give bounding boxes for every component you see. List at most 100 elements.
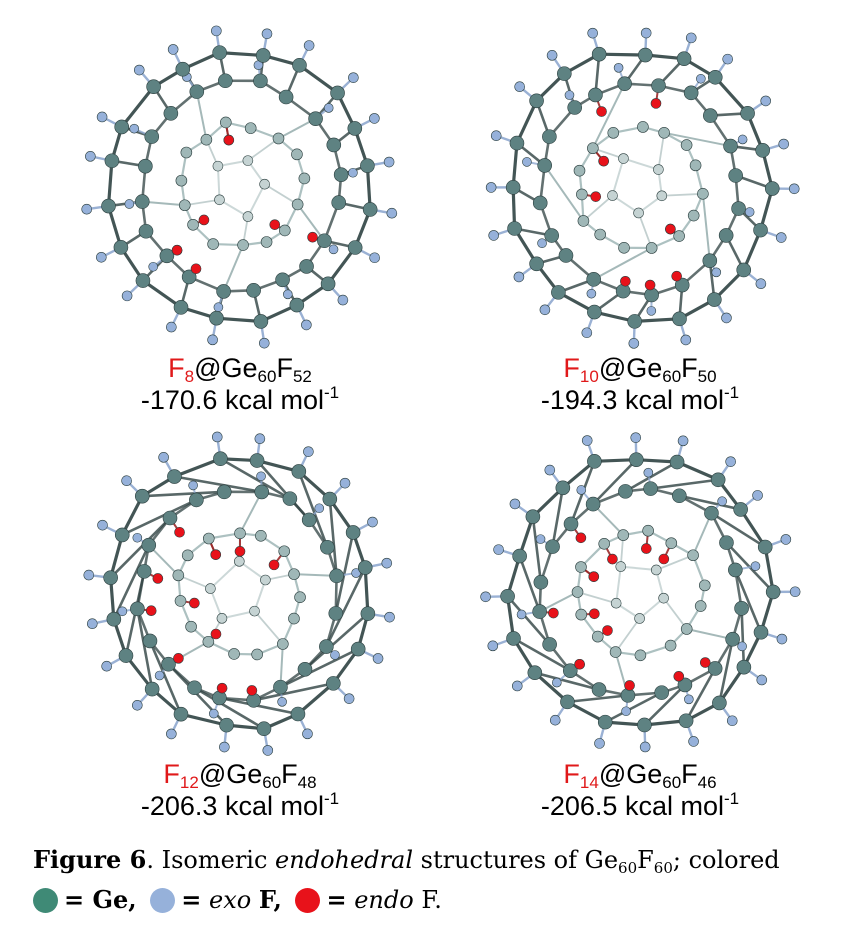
ge-atom-inner bbox=[216, 613, 228, 624]
ge-atom-inner bbox=[673, 230, 685, 242]
bond bbox=[219, 457, 292, 500]
bond bbox=[531, 515, 543, 584]
bond bbox=[591, 82, 626, 150]
bond bbox=[279, 647, 360, 689]
ge-atom bbox=[512, 548, 527, 564]
exo-f-atom bbox=[167, 44, 179, 55]
bond bbox=[326, 245, 357, 286]
endo-f-atom bbox=[624, 680, 635, 691]
exo-f-atom bbox=[621, 706, 631, 717]
bond bbox=[140, 490, 226, 498]
ge-atom bbox=[733, 502, 748, 517]
ge-atom-inner bbox=[251, 648, 263, 661]
bond bbox=[297, 470, 329, 549]
ge-atom bbox=[114, 119, 130, 135]
ge-atom bbox=[587, 454, 602, 469]
exo-f-atom bbox=[330, 650, 340, 660]
bond bbox=[136, 607, 154, 691]
ge-atom-inner bbox=[575, 608, 588, 621]
endo-f-atom bbox=[588, 571, 600, 582]
ge-atom-inner bbox=[689, 159, 702, 172]
ge-atom bbox=[677, 677, 693, 693]
ge-atom bbox=[509, 135, 525, 151]
ge-atom bbox=[360, 158, 375, 173]
bond bbox=[214, 316, 263, 324]
bond bbox=[675, 460, 720, 482]
ge-atom bbox=[297, 662, 313, 677]
ge-atom-inner bbox=[698, 579, 711, 592]
ge-atom bbox=[118, 648, 134, 663]
ge-atom bbox=[320, 539, 335, 555]
exo-f-atom bbox=[301, 319, 312, 331]
ge-atom bbox=[734, 601, 749, 616]
exo-f-atom bbox=[775, 232, 787, 243]
exo-f-atom bbox=[750, 561, 761, 571]
exo-f-atom bbox=[587, 27, 598, 39]
ge-atom bbox=[333, 167, 349, 182]
ge-atom-inner bbox=[576, 188, 588, 201]
exo-f-atom bbox=[487, 640, 499, 652]
ge-atom-inner bbox=[220, 116, 232, 129]
bond bbox=[701, 192, 711, 262]
ge-atom-inner bbox=[642, 524, 654, 537]
exo-f-atom bbox=[328, 244, 339, 255]
endo-f-atom bbox=[665, 223, 676, 235]
bond bbox=[710, 511, 767, 549]
ge-atom-inner bbox=[634, 613, 645, 624]
ge-atom bbox=[707, 292, 722, 307]
ge-atom-inner bbox=[260, 574, 271, 586]
endo-f-atom bbox=[145, 605, 157, 616]
exo-f-atom bbox=[166, 728, 177, 740]
legend-ge-text: = Ge, bbox=[64, 885, 137, 914]
exo-f-atom bbox=[488, 230, 499, 241]
bond bbox=[619, 565, 658, 571]
ge-atom bbox=[764, 181, 780, 196]
exo-f-atom bbox=[630, 432, 642, 443]
bond bbox=[740, 607, 746, 669]
ge-atom bbox=[292, 57, 307, 73]
bond bbox=[582, 194, 614, 222]
endo-f-atom bbox=[189, 597, 200, 609]
bond bbox=[533, 671, 601, 691]
energy-f14: -206.5 kcal mol-1 bbox=[540, 789, 740, 821]
ge-atom bbox=[702, 253, 718, 268]
ge-atom bbox=[216, 284, 231, 299]
bond bbox=[660, 192, 704, 197]
ge-atom bbox=[291, 464, 307, 479]
ge-atom bbox=[683, 85, 699, 101]
ge-atom-inner bbox=[237, 239, 249, 251]
ge-atom bbox=[289, 297, 305, 313]
ge-atom bbox=[249, 453, 265, 468]
ge-atom-inner bbox=[172, 569, 185, 582]
exo-f-atom bbox=[348, 167, 358, 178]
ge-atom bbox=[322, 491, 338, 507]
bond bbox=[678, 494, 742, 511]
bond bbox=[718, 637, 734, 705]
molecule-f10-ge60f50 bbox=[485, 27, 800, 349]
ge-atom bbox=[529, 93, 544, 109]
bond bbox=[643, 683, 687, 727]
bond bbox=[614, 617, 641, 653]
ge-atom bbox=[725, 631, 740, 647]
ge-atom bbox=[329, 568, 344, 584]
exo-f-atom bbox=[485, 182, 497, 193]
endo-f-atom bbox=[671, 270, 682, 282]
ge-atom bbox=[728, 168, 743, 183]
figure-label: Figure 6 bbox=[33, 845, 147, 874]
endo-f-atom bbox=[548, 607, 559, 619]
bond bbox=[551, 486, 565, 548]
exo-f-atom bbox=[101, 660, 112, 672]
bond bbox=[296, 203, 326, 242]
ge-atom bbox=[615, 283, 631, 299]
exo-f-atom bbox=[262, 745, 274, 756]
ge-atom bbox=[731, 201, 746, 216]
endo-f-atom bbox=[644, 279, 656, 291]
ge-atom-inner bbox=[633, 207, 644, 219]
ge-atom-inner bbox=[202, 635, 215, 648]
exo-f-atom bbox=[211, 431, 223, 443]
exo-f-atom bbox=[581, 435, 593, 446]
ge-atom-inner bbox=[205, 583, 216, 594]
caption-line-2-legend: = Ge, = exo F, = endo F. bbox=[33, 880, 843, 920]
ge-atom bbox=[672, 311, 687, 327]
bond bbox=[512, 637, 572, 672]
